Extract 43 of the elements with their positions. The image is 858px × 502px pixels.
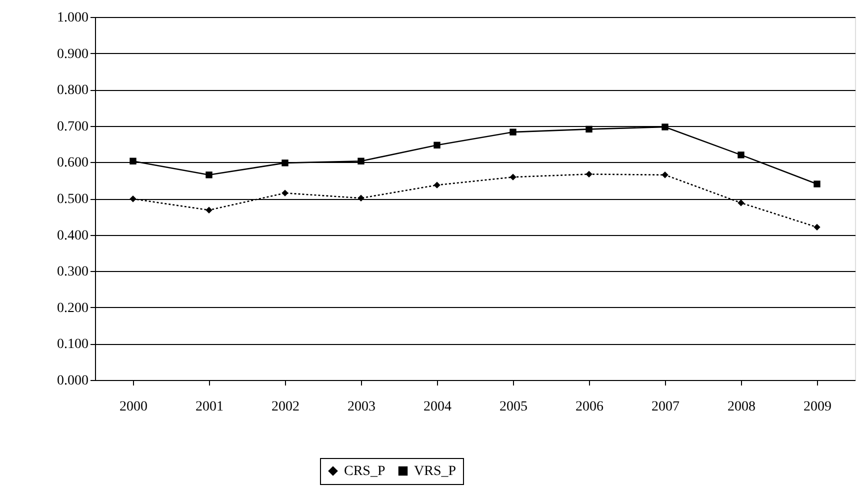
point bbox=[130, 196, 136, 202]
point bbox=[510, 128, 516, 136]
point bbox=[282, 190, 288, 196]
y-tick-label: 0.800 bbox=[57, 83, 88, 98]
legend-label: CRS_P bbox=[344, 464, 386, 479]
x-tick-label: 2008 bbox=[728, 400, 756, 414]
x-tick-label: 2005 bbox=[500, 400, 528, 414]
x-tick-label: 2003 bbox=[348, 400, 376, 414]
x-tick-label: 2000 bbox=[120, 400, 148, 414]
y-tick-label: 0.400 bbox=[57, 228, 88, 244]
point bbox=[738, 152, 744, 158]
y-tick-label: 1.000 bbox=[57, 10, 88, 26]
point bbox=[358, 194, 364, 202]
legend-label: VRS_P bbox=[414, 464, 456, 479]
y-tick-label: 0.100 bbox=[57, 337, 88, 352]
point bbox=[206, 172, 212, 178]
x-tick-label: 2007 bbox=[652, 400, 680, 414]
x-tick-label: 2004 bbox=[424, 400, 452, 414]
point bbox=[738, 200, 744, 206]
point bbox=[662, 124, 668, 130]
point bbox=[358, 158, 364, 164]
point bbox=[662, 172, 668, 178]
point bbox=[282, 160, 288, 166]
point bbox=[130, 158, 136, 164]
x-tick-label: 2001 bbox=[196, 400, 224, 414]
y-tick-label: 0.200 bbox=[57, 300, 88, 316]
x-tick-label: 2002 bbox=[272, 400, 300, 414]
y-tick-label: 0.700 bbox=[57, 119, 88, 134]
point bbox=[586, 170, 592, 178]
point bbox=[510, 174, 516, 180]
point bbox=[434, 142, 440, 148]
y-tick-label: 0.600 bbox=[57, 156, 88, 171]
y-tick-label: 0.500 bbox=[57, 192, 88, 207]
point bbox=[814, 180, 820, 188]
y-tick-label: 0.900 bbox=[57, 46, 88, 62]
point bbox=[206, 206, 212, 214]
y-tick-label: 0.300 bbox=[57, 264, 88, 280]
y-tick-label: 0.000 bbox=[57, 374, 88, 388]
x-tick-label: 2006 bbox=[576, 400, 604, 414]
x-tick-label: 2009 bbox=[804, 400, 832, 414]
point bbox=[586, 126, 592, 133]
point bbox=[434, 182, 440, 188]
point bbox=[814, 224, 820, 231]
